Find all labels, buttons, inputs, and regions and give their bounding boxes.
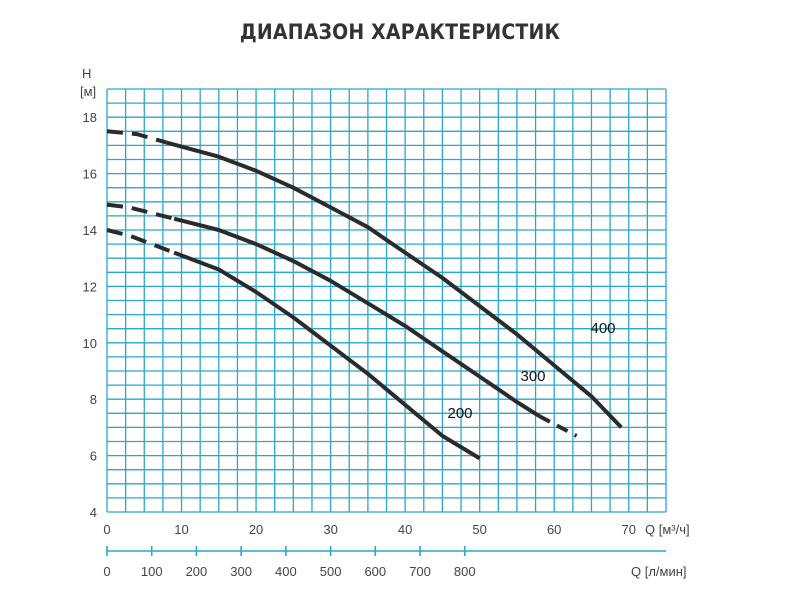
y-axis-label-h: H [82, 66, 91, 81]
curve-400-dashed-start [106, 129, 168, 145]
x2-tick-label: 700 [409, 564, 431, 579]
x-tick-label: 20 [249, 522, 263, 537]
x2-tick-label: 800 [454, 564, 476, 579]
curve-label-400: 400 [590, 320, 615, 337]
x2-tick-label: 600 [364, 564, 386, 579]
y-tick-label: 18 [83, 110, 97, 125]
curve-label-300: 300 [520, 368, 545, 385]
x-tick-label: 50 [472, 522, 486, 537]
x2-tick-label: 200 [186, 564, 208, 579]
y-tick-label: 16 [83, 167, 97, 182]
x-axis-label-lmin: Q [л/мин] [631, 564, 687, 579]
chart-title: ДИАПАЗОН ХАРАКТЕРИСТИК [239, 20, 561, 44]
curves [106, 129, 623, 461]
curve-200 [173, 250, 481, 461]
y-tick-label: 4 [90, 505, 97, 520]
grid [106, 88, 667, 556]
x2-tick-label: 500 [320, 564, 342, 579]
x2-tick-label: 0 [103, 564, 110, 579]
y-tick-label: 10 [83, 336, 97, 351]
x-tick-label: 10 [174, 522, 188, 537]
x2-tick-label: 300 [230, 564, 252, 579]
x-tick-label: 60 [547, 522, 561, 537]
x2-tick-label: 100 [141, 564, 163, 579]
curve-label-200: 200 [447, 405, 472, 422]
x-tick-label: 0 [103, 522, 110, 537]
curve-300-dashed-start [106, 202, 175, 221]
y-tick-label: 8 [90, 392, 97, 407]
x2-tick-label: 400 [275, 564, 297, 579]
curve-400 [166, 140, 623, 429]
y-tick-label: 12 [83, 279, 97, 294]
curve-200-dashed-start [106, 228, 175, 255]
x-axis-label-m3h: Q [м³/ч] [645, 522, 690, 537]
y-tick-label: 6 [90, 449, 97, 464]
x-tick-label: 30 [323, 522, 337, 537]
curve-300-dashed-end [538, 414, 578, 438]
y-tick-label: 14 [83, 223, 97, 238]
curve-300 [173, 216, 541, 418]
x-tick-label: 70 [621, 522, 635, 537]
x-tick-label: 40 [398, 522, 412, 537]
y-axis-label-unit: [м] [80, 84, 96, 99]
